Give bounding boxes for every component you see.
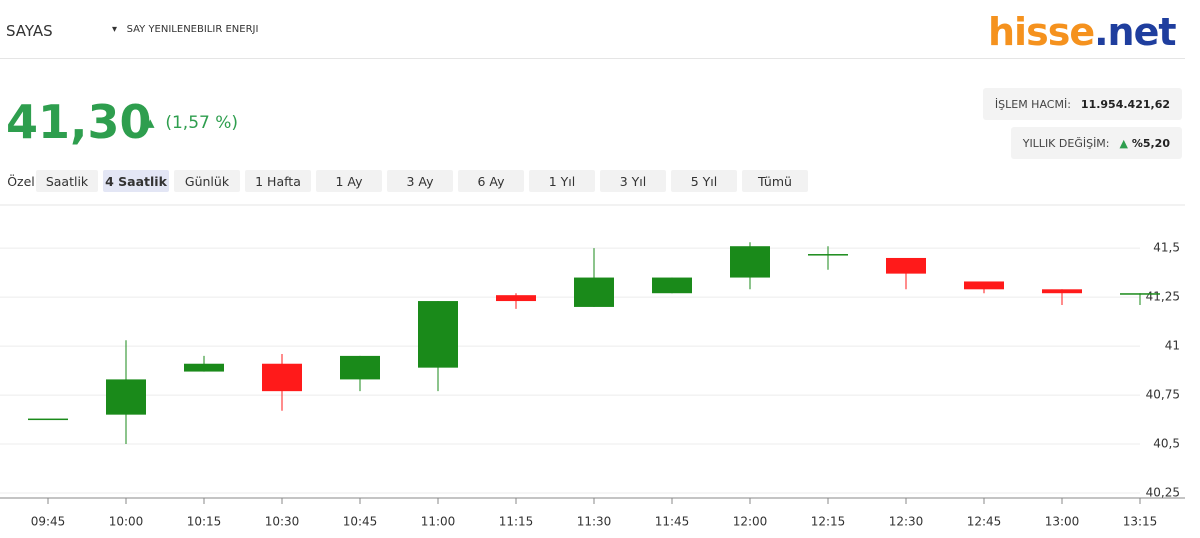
x-tick-label: 10:00 — [109, 515, 144, 529]
candle-body — [1042, 289, 1082, 294]
x-tick-label: 11:45 — [655, 515, 690, 529]
logo: hisse.net — [988, 10, 1177, 54]
x-tick-label: 09:45 — [31, 515, 66, 529]
logo-left: hisse — [988, 10, 1095, 54]
stat-number: %5,20 — [1131, 136, 1170, 150]
y-tick-label: 41,25 — [1146, 290, 1180, 304]
tab[interactable]: 1 Ay — [316, 170, 382, 192]
tab[interactable]: 1 Hafta — [245, 170, 311, 192]
tab[interactable]: 6 Ay — [458, 170, 524, 192]
x-tick-label: 11:00 — [421, 515, 456, 529]
tab[interactable]: 1 Yıl — [529, 170, 595, 192]
tab[interactable]: 5 Yıl — [671, 170, 737, 192]
x-tick-label: 10:30 — [265, 515, 300, 529]
tab[interactable]: Tümü — [742, 170, 808, 192]
x-tick-label: 10:45 — [343, 515, 378, 529]
x-tick-label: 12:15 — [811, 515, 846, 529]
stat-box: İŞLEM HACMİ: 11.954.421,62 — [982, 88, 1182, 120]
x-tick-label: 11:30 — [577, 515, 612, 529]
symbol: SAYAS — [6, 22, 53, 40]
candle-body — [730, 246, 770, 278]
candle-body — [28, 418, 68, 421]
stat-box: YILLIK DEĞİŞİM: ▲ %5,20 — [1010, 127, 1182, 159]
candle-body — [496, 295, 536, 302]
x-tick-label: 12:30 — [889, 515, 924, 529]
tab[interactable]: 4 Saatlik — [103, 170, 169, 192]
candle-body — [574, 277, 614, 307]
divider — [0, 58, 1185, 59]
tab[interactable]: Günlük — [174, 170, 240, 192]
change: ▴ (1,57 %) — [146, 113, 239, 133]
stat-label: YILLIK DEĞİŞİM: — [1022, 136, 1110, 150]
candle-body — [652, 277, 692, 294]
change-value: (1,57 %) — [165, 113, 239, 133]
candle-body — [808, 254, 848, 256]
x-tick-label: 10:15 — [187, 515, 222, 529]
tab[interactable]: 3 Yıl — [600, 170, 666, 192]
tab[interactable]: Saatlik — [36, 170, 98, 192]
tab[interactable]: 3 Ay — [387, 170, 453, 192]
candle-body — [340, 355, 380, 380]
candle-body — [1120, 293, 1160, 295]
x-tick-label: 13:00 — [1045, 515, 1080, 529]
candle-body — [886, 257, 926, 274]
candle-body — [262, 363, 302, 392]
y-tick-label: 41,5 — [1153, 241, 1180, 255]
x-tick-label: 12:00 — [733, 515, 768, 529]
x-tick-label: 13:15 — [1123, 515, 1158, 529]
x-tick-label: 11:15 — [499, 515, 534, 529]
candle-body — [184, 363, 224, 372]
y-tick-label: 40,5 — [1153, 437, 1180, 451]
y-tick-label: 40,25 — [1146, 486, 1180, 500]
x-tick-label: 12:45 — [967, 515, 1002, 529]
logo-right: .net — [1094, 10, 1176, 54]
tab[interactable]: Özel — [7, 173, 35, 189]
candle-body — [418, 301, 458, 368]
company-name: SAY YENILENEBILIR ENERJI — [126, 24, 259, 35]
candle-body — [964, 281, 1004, 290]
stat-value: ▲ %5,20 — [1119, 136, 1170, 150]
candle-body — [106, 379, 146, 415]
stat-label: İŞLEM HACMİ: — [994, 97, 1071, 111]
y-tick-label: 41 — [1165, 339, 1180, 353]
stat-value: 11.954.421,62 — [1080, 97, 1170, 111]
price: 41,30 — [6, 95, 152, 149]
y-tick-label: 40,75 — [1146, 388, 1180, 402]
company-dropdown[interactable]: ▾ SAY YENILENEBILIR ENERJI — [112, 24, 259, 35]
